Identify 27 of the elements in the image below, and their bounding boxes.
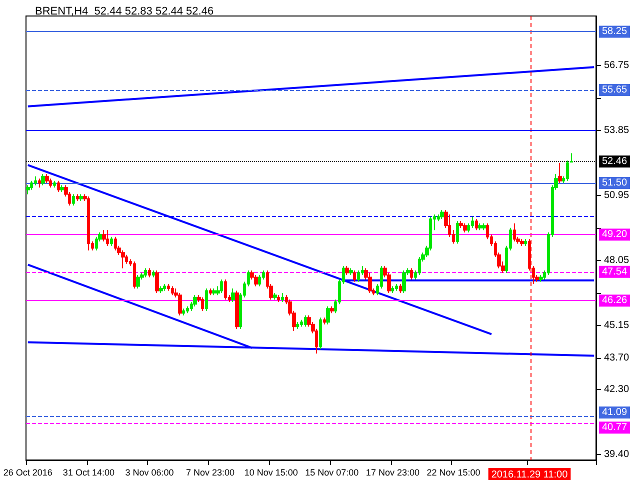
ref-line-label: 58.25 — [602, 26, 628, 38]
y-tick-label: 56.75 — [604, 60, 630, 71]
x-tick-label: 15 Nov 07:00 — [305, 468, 359, 478]
ref-line-label: 49.20 — [602, 229, 628, 240]
ref-line-label: 46.26 — [602, 295, 628, 306]
x-tick-label: 3 Nov 06:00 — [125, 468, 174, 478]
x-tick-label: 26 Oct 2016 — [3, 468, 52, 478]
x-tick-label: 7 Nov 23:00 — [186, 468, 235, 478]
x-tick-label: 17 Nov 23:00 — [366, 468, 420, 478]
y-tick-label: 39.40 — [604, 448, 630, 460]
ref-line-label: 52.46 — [602, 156, 628, 168]
y-tick-label: 43.70 — [604, 352, 630, 364]
y-tick-label: 50.95 — [604, 190, 630, 201]
ref-line-label: 55.65 — [602, 84, 628, 96]
ref-line-label: 40.77 — [602, 422, 628, 434]
x-tick-label: 2016.11.29 11:00 — [491, 470, 568, 480]
x-tick-label: 22 Nov 15:00 — [426, 468, 480, 478]
ref-line-label: 41.09 — [602, 406, 628, 418]
x-tick-label: 10 Nov 15:00 — [244, 468, 298, 478]
y-tick-label: 42.30 — [604, 384, 630, 395]
y-tick-label: 45.15 — [604, 320, 630, 331]
ref-line-label: 47.54 — [602, 266, 628, 278]
x-tick-label: 31 Oct 14:00 — [62, 468, 114, 478]
ref-line-label: 51.50 — [602, 178, 628, 189]
y-tick-label: 53.85 — [604, 124, 630, 136]
chart-title: BRENT,H4 52.44 52.83 52.44 52.46 — [35, 6, 214, 18]
y-tick-label: 48.05 — [604, 254, 630, 266]
